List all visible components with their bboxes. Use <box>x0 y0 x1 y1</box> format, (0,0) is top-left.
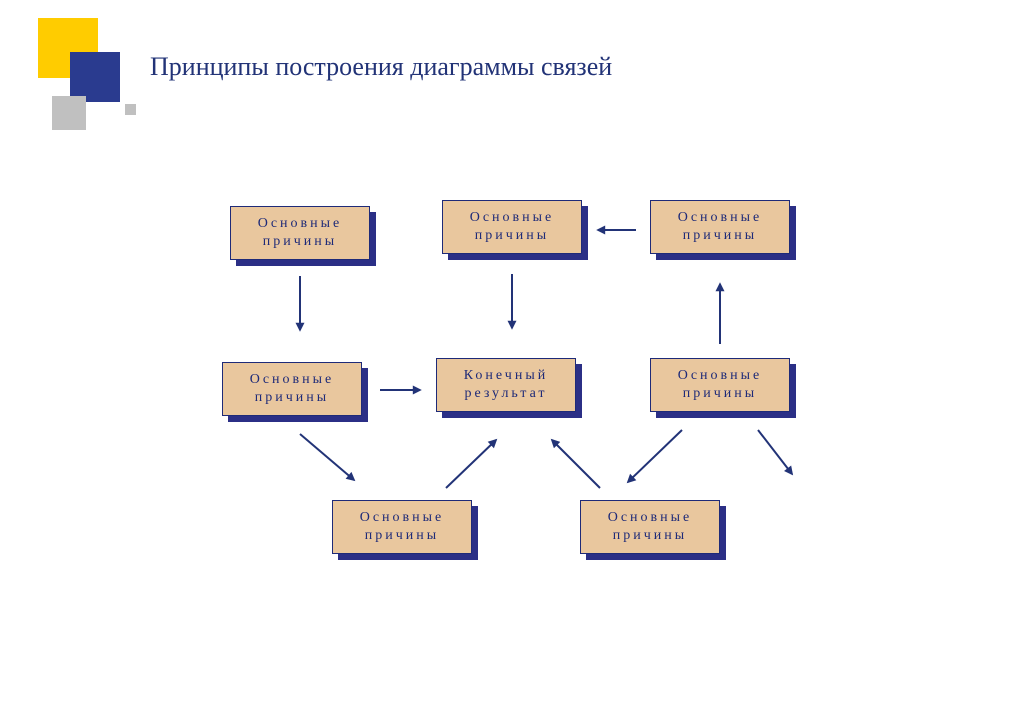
node-box: Конечныйрезультат <box>436 358 576 412</box>
node-box: Основныепричины <box>230 206 370 260</box>
node-label-line1: Основные <box>360 509 445 527</box>
node-label-line2: причины <box>365 527 439 545</box>
node-label-line1: Конечный <box>464 367 548 385</box>
diagram-node: Основныепричины <box>580 500 726 560</box>
node-label-line2: причины <box>263 233 337 251</box>
node-label-line1: Основные <box>608 509 693 527</box>
node-label-line2: причины <box>613 527 687 545</box>
node-label-line1: Основные <box>678 367 763 385</box>
node-label-line1: Основные <box>250 371 335 389</box>
node-box: Основныепричины <box>442 200 582 254</box>
diagram-node: Основныепричины <box>650 358 796 418</box>
node-label-line1: Основные <box>470 209 555 227</box>
node-box: Основныепричины <box>332 500 472 554</box>
diagram-node: Основныепричины <box>650 200 796 260</box>
node-label-line1: Основные <box>678 209 763 227</box>
diagram-node: Конечныйрезультат <box>436 358 582 418</box>
relations-diagram: ОсновныепричиныОсновныепричиныОсновныепр… <box>0 0 1024 709</box>
node-label-line2: причины <box>255 389 329 407</box>
node-label-line2: причины <box>683 227 757 245</box>
node-box: Основныепричины <box>650 358 790 412</box>
node-box: Основныепричины <box>650 200 790 254</box>
node-label-line2: результат <box>464 385 547 403</box>
diagram-node: Основныепричины <box>332 500 478 560</box>
node-box: Основныепричины <box>222 362 362 416</box>
node-label-line1: Основные <box>258 215 343 233</box>
diagram-node: Основныепричины <box>222 362 368 422</box>
diagram-node: Основныепричины <box>230 206 376 266</box>
node-label-line2: причины <box>683 385 757 403</box>
node-box: Основныепричины <box>580 500 720 554</box>
diagram-node: Основныепричины <box>442 200 588 260</box>
node-label-line2: причины <box>475 227 549 245</box>
